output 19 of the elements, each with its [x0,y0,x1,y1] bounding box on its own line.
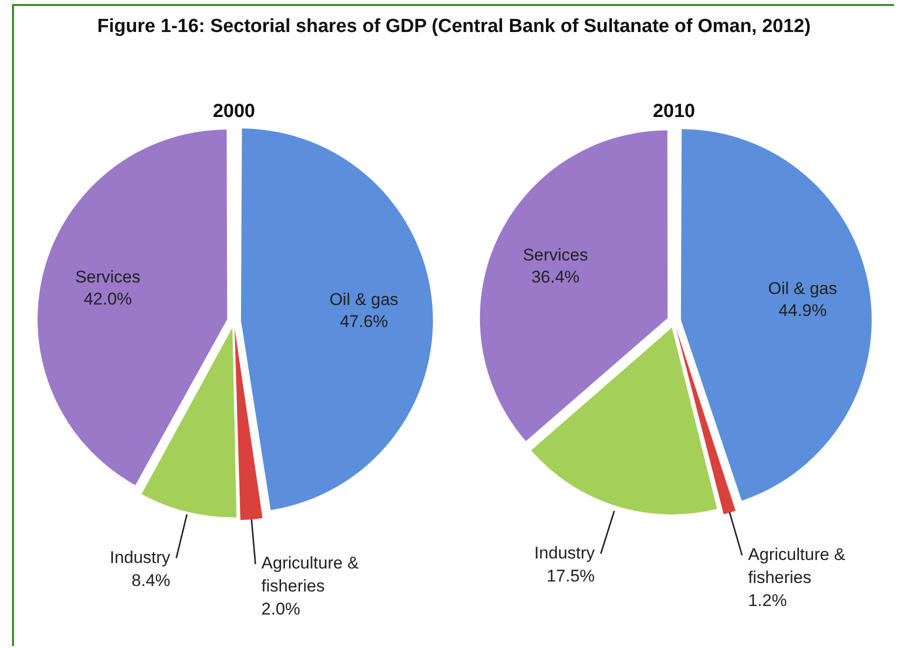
data-label: 17.5% [546,566,595,586]
data-label: 1.2% [748,591,787,610]
data-label: 8.4% [132,570,170,590]
data-label: 47.6% [340,312,388,331]
chart-title: Figure 1-16: Sectorial shares of GDP (Central Bank of Sultanate of Oman, 2012) [96,15,812,39]
slice-label: Services [75,267,140,286]
slice-label: Industry [110,548,171,567]
data-label: 42.0% [84,289,132,308]
slice-label: Oil & gas [329,290,398,309]
data-label: 36.4% [531,268,580,287]
chart-title: 2010 [652,101,696,123]
slice-label: Services [522,246,588,265]
slice-label: Agriculture & fisheries [748,545,846,587]
data-label: 2.0% [261,600,300,619]
slice-label: Agriculture & fisheries [261,554,360,596]
slice-label: Oil & gas [768,278,838,298]
chart-subtitle: 2000 [212,101,256,123]
slice-label: Industry [534,543,596,562]
data-label: 44.9% [778,300,827,320]
